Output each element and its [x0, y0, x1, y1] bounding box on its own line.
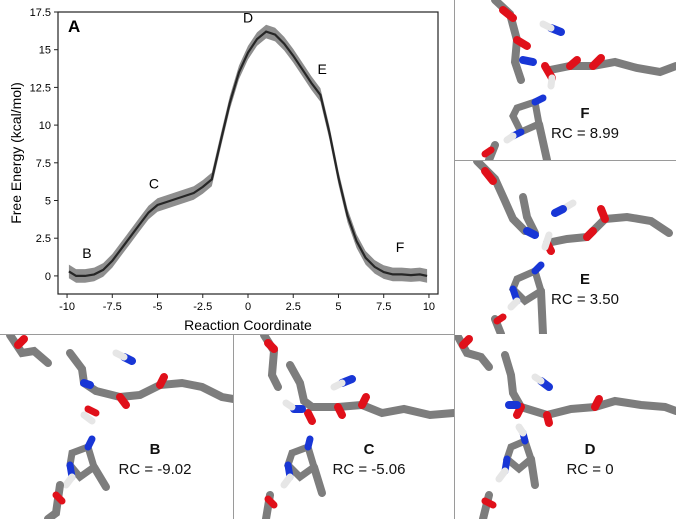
- y-ticks: 0 2.5 5 7.5 10 12.5 15 17.5: [30, 7, 58, 283]
- structure-panel-c: C RC = -5.06: [234, 335, 454, 519]
- annotation-f: F: [396, 239, 405, 255]
- structure-label-c: C: [363, 441, 375, 458]
- y-tick-label: 10: [39, 120, 51, 132]
- annotation-d: D: [243, 10, 253, 26]
- y-tick-label: 2.5: [36, 233, 51, 245]
- divider-bottom-row: [0, 334, 454, 335]
- rc-label-d: RC = 0: [566, 461, 614, 478]
- x-tick-label: 5: [335, 301, 341, 313]
- structure-panel-d: D RC = 0: [455, 335, 676, 519]
- x-tick-label: -7.5: [103, 301, 122, 313]
- divider-bottom-b-c: [233, 335, 234, 519]
- x-tick-label: -10: [59, 301, 75, 313]
- structure-label-b: B: [149, 441, 161, 458]
- panel-label-a: A: [68, 17, 80, 36]
- y-tick-label: 15: [39, 45, 51, 57]
- x-axis-label: Reaction Coordinate: [184, 317, 312, 333]
- x-tick-label: 7.5: [376, 301, 391, 313]
- x-tick-label: -2.5: [193, 301, 212, 313]
- structure-label-e: E: [579, 271, 590, 288]
- molecule-f: [481, 0, 676, 160]
- structure-label-f: F: [580, 105, 590, 122]
- free-energy-chart: A -10 -7.5 -5 -2.5 0 2.5 5 7.5 10 0 2.5 5 7.5 10 12.5…: [8, 7, 439, 333]
- x-tick-label: 0: [245, 301, 251, 313]
- annotation-c: C: [149, 175, 159, 191]
- x-ticks: -10 -7.5 -5 -2.5 0 2.5 5 7.5 10: [59, 294, 435, 313]
- annotation-b: B: [82, 245, 91, 261]
- structure-panel-b: B RC = -9.02: [0, 335, 233, 519]
- structure-label-d: D: [584, 441, 596, 458]
- molecule-b: [6, 335, 233, 519]
- x-tick-label: 10: [423, 301, 435, 313]
- structure-panel-f: F RC = 8.99: [455, 0, 676, 160]
- molecule-d: [455, 335, 676, 519]
- y-axis-label: Free Energy (kcal/mol): [8, 82, 24, 224]
- y-tick-label: 7.5: [36, 158, 51, 170]
- x-tick-label: 2.5: [286, 301, 301, 313]
- y-tick-label: 12.5: [30, 82, 51, 94]
- annotation-e: E: [318, 61, 327, 77]
- point-annotations: B C D E F: [82, 10, 404, 261]
- molecule-c: [260, 335, 454, 519]
- rc-label-e: RC = 3.50: [551, 291, 619, 308]
- structure-panel-e: E RC = 3.50: [455, 161, 676, 334]
- uncertainty-band: [68, 24, 428, 283]
- divider-vertical-right: [454, 0, 455, 519]
- y-tick-label: 5: [45, 196, 51, 208]
- rc-label-c: RC = -5.06: [332, 461, 406, 478]
- molecule-e: [473, 161, 673, 334]
- free-energy-curve: [68, 30, 428, 277]
- rc-label-b: RC = -9.02: [118, 461, 192, 478]
- y-tick-label: 0: [45, 271, 51, 283]
- y-tick-label: 17.5: [30, 7, 51, 19]
- x-tick-label: -5: [153, 301, 163, 313]
- divider-right-middle: [455, 160, 676, 161]
- rc-label-f: RC = 8.99: [551, 125, 619, 142]
